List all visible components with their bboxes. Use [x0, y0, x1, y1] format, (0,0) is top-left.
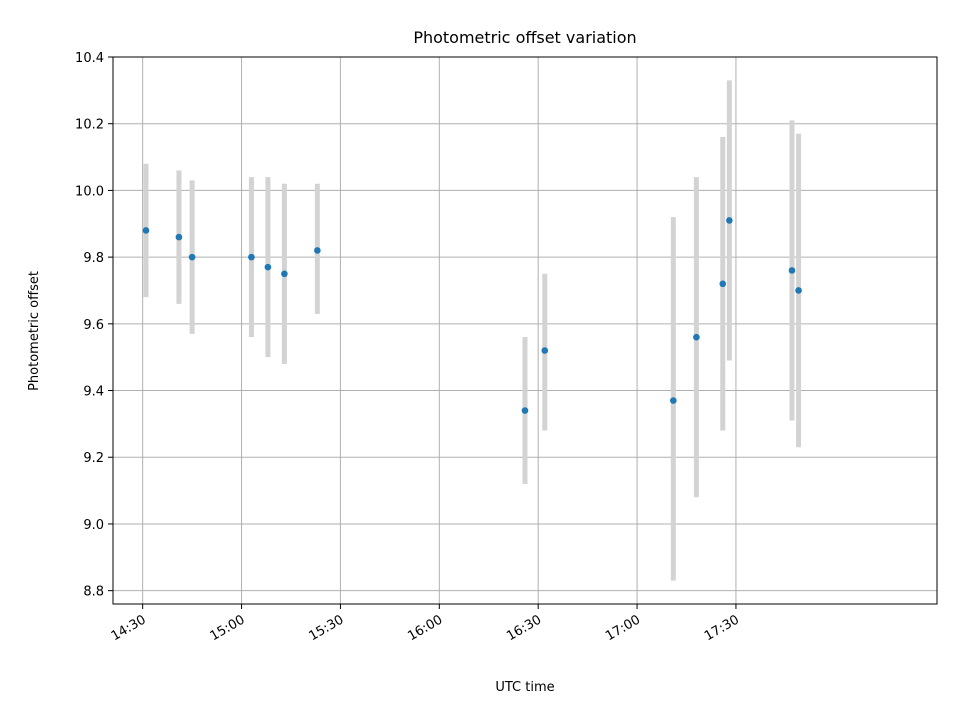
chart-title: Photometric offset variation — [413, 28, 636, 47]
y-tick-label: 10.0 — [75, 184, 104, 199]
data-point — [788, 267, 796, 274]
data-point — [281, 270, 288, 278]
y-tick-label: 9.0 — [83, 518, 104, 533]
data-point — [248, 253, 255, 261]
y-axis-ticks: 8.8 9.0 9.2 9.4 9.6 9.8 10.0 10.2 10.4 — [75, 51, 113, 600]
y-tick-label: 9.2 — [83, 451, 104, 466]
plot-frame — [112, 56, 938, 605]
data-point — [175, 233, 183, 241]
data-point — [670, 397, 677, 404]
data-points — [142, 217, 802, 414]
y-tick-label: 9.8 — [83, 251, 104, 266]
data-point — [142, 227, 150, 234]
x-axis-label: UTC time — [495, 680, 554, 695]
y-tick-label: 10.4 — [75, 51, 104, 66]
data-point — [264, 263, 272, 271]
y-axis-label: Photometric offset — [27, 271, 42, 391]
data-point — [726, 217, 733, 224]
y-tick-label: 8.8 — [83, 585, 104, 600]
data-point — [541, 347, 549, 354]
y-tick-label: 9.4 — [83, 385, 104, 400]
data-point — [719, 280, 727, 288]
data-point — [314, 247, 321, 254]
data-point — [795, 287, 802, 294]
data-point — [188, 253, 196, 261]
data-point — [693, 333, 700, 341]
y-tick-label: 9.6 — [83, 318, 104, 333]
data-point — [521, 407, 529, 414]
y-tick-label: 10.2 — [75, 118, 104, 133]
